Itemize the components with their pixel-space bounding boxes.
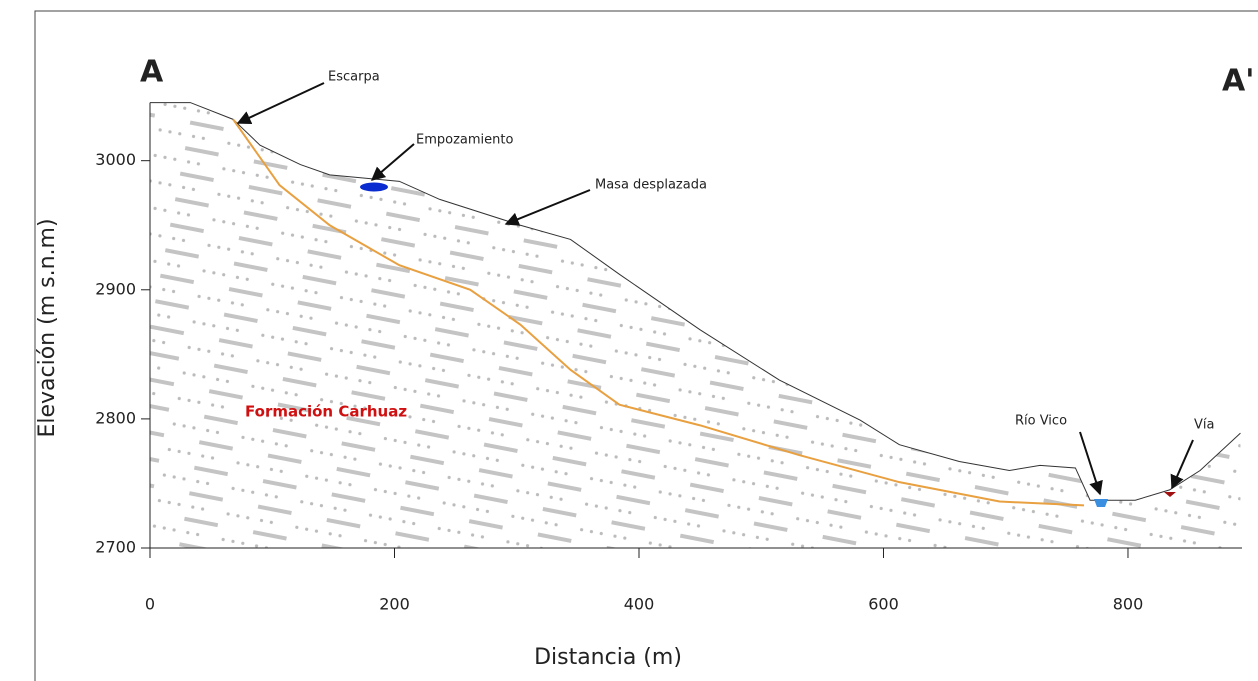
- y-tick-label: 3000: [95, 150, 136, 169]
- annotation: Escarpa: [328, 70, 380, 85]
- annotation: Empozamiento: [416, 133, 513, 148]
- pond: [360, 182, 388, 192]
- river: [1094, 499, 1108, 507]
- annotation: Masa desplazada: [595, 178, 707, 193]
- x-tick-label: 400: [624, 595, 655, 614]
- annotation: A': [1222, 64, 1254, 99]
- terrain-profile: [150, 102, 1241, 501]
- x-axis-label: Distancia (m): [534, 645, 682, 670]
- road: [1164, 492, 1176, 497]
- x-tick-label: 600: [868, 595, 899, 614]
- y-axis-label: Elevación (m s.n.m): [35, 218, 60, 437]
- failure-surface: [232, 118, 1085, 507]
- y-tick-label: 2700: [95, 538, 136, 557]
- annotation: Vía: [1194, 418, 1214, 433]
- x-tick-label: 200: [379, 595, 410, 614]
- annotation-arrow: [504, 189, 591, 226]
- annotation: Río Vico: [1015, 414, 1067, 429]
- x-tick-label: 800: [1113, 595, 1144, 614]
- y-tick-label: 2900: [95, 279, 136, 298]
- annotation-arrow: [1079, 431, 1103, 496]
- annotation-arrow: [236, 82, 325, 125]
- y-tick-label: 2800: [95, 408, 136, 427]
- annotation: A: [140, 55, 164, 90]
- frame: [34, 10, 1258, 681]
- annotation-arrow: [370, 143, 415, 181]
- x-tick-label: 0: [145, 595, 155, 614]
- annotation: Formación Carhuaz: [245, 403, 407, 421]
- annotation-arrow: [1170, 439, 1194, 490]
- rock-body: [150, 102, 1241, 549]
